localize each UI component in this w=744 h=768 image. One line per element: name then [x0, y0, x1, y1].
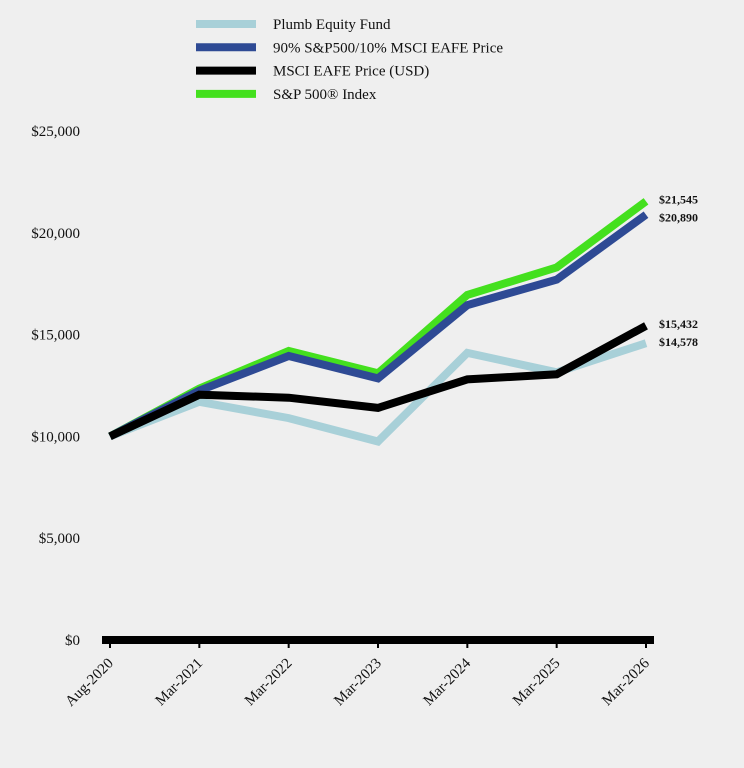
legend-label-plumb-equity-fund: Plumb Equity Fund	[273, 17, 391, 33]
x-axis: Aug-2020 Mar-2021 Mar-2022 Mar-2023 Mar-2024…	[63, 636, 654, 710]
legend-label-s-p-500-index: S&P 500® Index	[273, 87, 377, 103]
x-tick-label: Mar-2023	[331, 656, 385, 710]
y-tick-label: $5,000	[39, 531, 80, 547]
end-value-label-90-s-p500-10-msci-eafe-price: $20,890	[659, 210, 698, 224]
y-tick-label: $10,000	[31, 429, 80, 445]
x-tick-label: Mar-2021	[153, 656, 207, 710]
y-tick-label: $20,000	[31, 226, 80, 242]
x-tick-label: Mar-2025	[510, 656, 564, 710]
x-tick-label: Mar-2022	[242, 656, 296, 710]
series-line-90-s-p500-10-msci-eafe-price	[108, 211, 649, 440]
y-tick-label: $0	[65, 633, 80, 649]
end-value-label-msci-eafe-price-usd: $15,432	[659, 317, 698, 331]
x-tick-label: Aug-2020	[63, 656, 117, 710]
x-tick-label: Mar-2026	[599, 655, 653, 709]
chart-legend: Plumb Equity Fund 90% S&P500/10% MSCI EAF…	[196, 17, 503, 103]
y-tick-label: $25,000	[31, 124, 80, 140]
y-tick-label: $15,000	[31, 328, 80, 344]
series-line-msci-eafe-price-usd	[108, 322, 648, 441]
y-axis: $0 $5,000 $10,000 $15,000 $20,000 $25,000	[31, 124, 80, 649]
end-value-label-s-p-500-index: $21,545	[659, 192, 698, 206]
series-lines	[108, 198, 649, 446]
legend-label-90-s-p500-10-msci-eafe-price: 90% S&P500/10% MSCI EAFE Price	[273, 40, 503, 56]
end-value-labels: $21,545 $20,890 $15,432 $14,578	[659, 192, 698, 348]
x-tick-label: Mar-2024	[421, 655, 475, 709]
end-value-label-plumb-equity-fund: $14,578	[659, 335, 698, 349]
legend-label-msci-eafe-price-usd: MSCI EAFE Price (USD)	[273, 64, 429, 80]
